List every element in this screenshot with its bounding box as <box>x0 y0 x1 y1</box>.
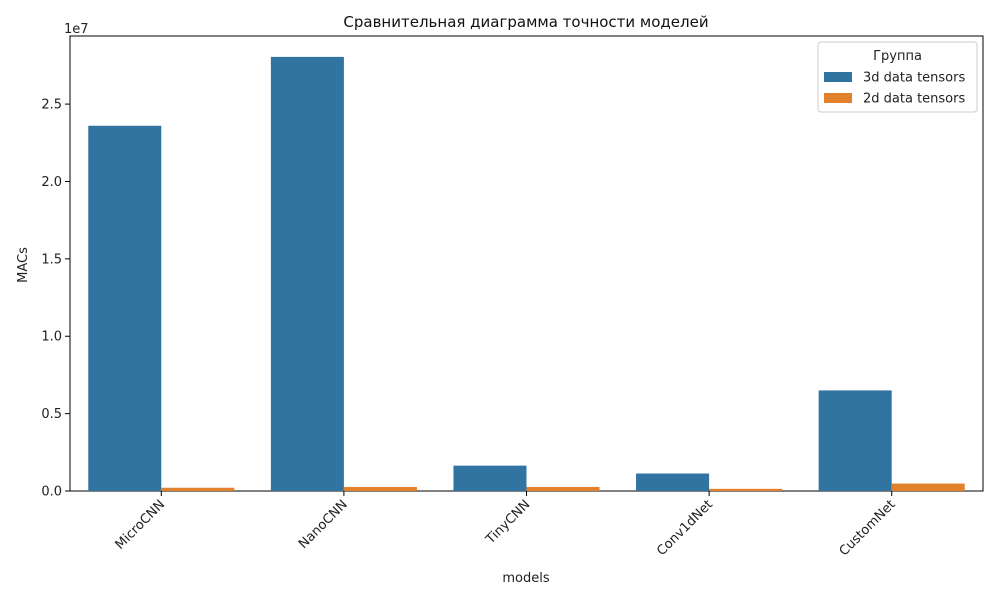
y-tick-label: 1.0 <box>41 330 62 345</box>
bar-series1-microcnn <box>88 125 162 491</box>
x-axis-label: models <box>502 571 549 586</box>
y-offset-label: 1e7 <box>64 22 89 37</box>
bar-series2-conv1dnet <box>709 488 783 491</box>
bar-series1-conv1dnet <box>636 473 710 491</box>
legend-label-1: 3d data tensors <box>863 71 965 86</box>
x-tick-label: CustomNet <box>837 497 899 559</box>
x-tick-label: MicroCNN <box>113 497 169 553</box>
x-tick-label: NanoCNN <box>296 497 351 552</box>
bar-series1-nanocnn <box>270 56 344 492</box>
y-tick-label: 0.0 <box>41 485 62 500</box>
x-tick-label: Conv1dNet <box>654 497 716 559</box>
bar-series1-customnet <box>818 390 892 491</box>
bar-series2-customnet <box>891 483 965 491</box>
legend-title: Группа <box>873 49 922 64</box>
legend: Группа 3d data tensors 2d data tensors <box>817 41 978 113</box>
x-tick-label: TinyCNN <box>483 497 534 548</box>
legend-swatch-2 <box>824 93 852 103</box>
plot-area: 0.0 0.5 1.0 1.5 2.0 2.5 MicroCNN NanoCNN TinyCNN… <box>41 35 984 559</box>
legend-frame <box>817 41 978 113</box>
bar-series1-tinycnn <box>453 465 527 491</box>
chart-title: Сравнительная диаграмма точности моделей <box>343 13 708 31</box>
y-tick-label: 1.5 <box>41 252 62 267</box>
y-tick-label: 0.5 <box>41 407 62 422</box>
y-tick-label: 2.0 <box>41 175 62 190</box>
y-axis-label: MACs <box>16 247 31 283</box>
y-tick-label: 2.5 <box>41 98 62 113</box>
legend-swatch-1 <box>824 72 852 82</box>
bar-series2-tinycnn <box>526 486 600 491</box>
bar-series2-nanocnn <box>343 486 417 491</box>
legend-label-2: 2d data tensors <box>863 92 965 107</box>
bar-series2-microcnn <box>161 487 235 491</box>
